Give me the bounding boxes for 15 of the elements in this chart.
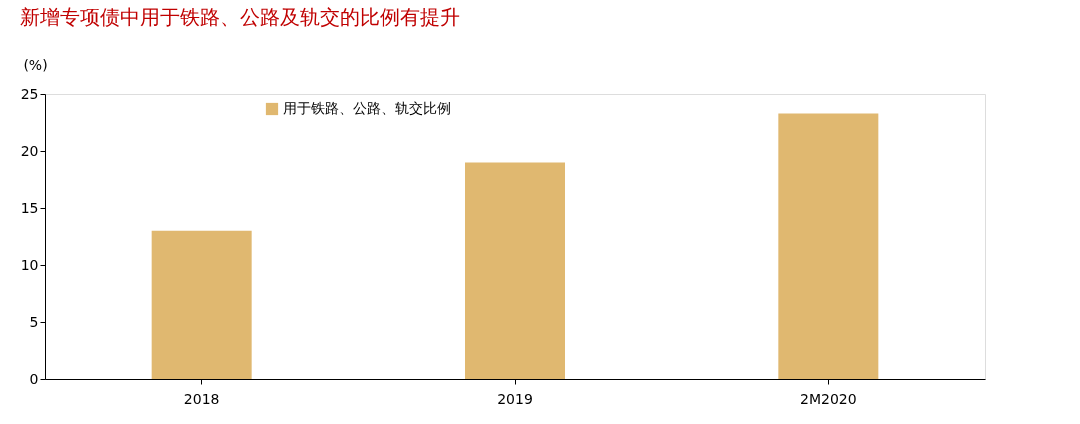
legend-label: 用于铁路、公路、轨交比例: [283, 100, 451, 116]
y-tick-label: 20: [20, 142, 39, 159]
x-tick-label: 2M2020: [800, 390, 857, 407]
x-tick-label: 2018: [183, 390, 220, 407]
y-tick-label: 0: [29, 370, 39, 387]
y-tick-label: 5: [29, 313, 39, 330]
y-tick-label: 25: [20, 85, 39, 102]
chart-title: 新增专项债中用于铁路、公路及轨交的比例有提升: [20, 5, 461, 29]
y-axis-title: (%): [23, 56, 48, 73]
bar: [465, 162, 565, 379]
x-tick-label: 2019: [497, 390, 533, 407]
bar: [151, 230, 252, 379]
y-tick-label: 15: [20, 199, 39, 216]
bar: [778, 113, 879, 379]
y-tick-label: 10: [20, 256, 39, 273]
